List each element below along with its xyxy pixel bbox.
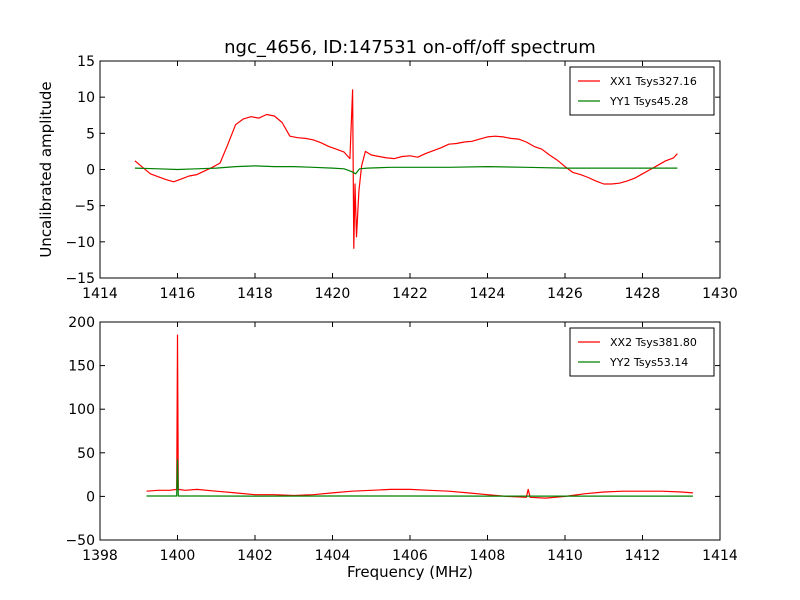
legend-label: YY2 Tsys53.14 <box>609 356 688 369</box>
x-tick-label: 1426 <box>547 286 583 302</box>
series-line-xx-2 <box>146 334 693 499</box>
y-tick-label: 10 <box>77 90 95 106</box>
legend-label: XX2 Tsys381.80 <box>610 336 697 349</box>
y-tick-label: 150 <box>68 359 95 375</box>
top-subplot: 1414 1416 1418 1420 1422 1424 1426 1428 1430 −15 −… <box>37 54 738 302</box>
y-tick-label: −10 <box>65 235 95 251</box>
series-line-yy-2 <box>146 459 693 497</box>
y-axis-title: Uncalibrated amplitude <box>37 81 55 257</box>
legend-box <box>569 66 715 116</box>
y-tick-label: −50 <box>65 533 95 549</box>
chart-title: ngc_4656, ID:147531 on-off/off spectrum <box>224 37 596 58</box>
x-tick-label: 1416 <box>160 286 196 302</box>
y-tick-label: −5 <box>74 199 95 215</box>
bottom-subplot: 1398 1400 1402 1404 1406 1408 1410 1412 1414 −50 0… <box>65 315 737 581</box>
y-tick-label: 15 <box>77 54 95 70</box>
x-tick-label: 1420 <box>315 286 351 302</box>
x-tick-label: 1428 <box>625 286 661 302</box>
y-tick-label: 0 <box>86 489 95 505</box>
legend-box <box>569 327 715 377</box>
y-tick-label: 5 <box>86 126 95 142</box>
x-tick-label: 1408 <box>470 548 506 564</box>
legend-label: XX1 Tsys327.16 <box>610 75 697 88</box>
series-line-yy-1 <box>134 165 678 175</box>
x-tick-label: 1424 <box>470 286 506 302</box>
y-tick-label: −15 <box>65 271 95 287</box>
x-tick-label: 1410 <box>547 548 583 564</box>
y-tick-label: 100 <box>68 402 95 418</box>
y-tick-label: 200 <box>68 315 95 331</box>
x-tick-label: 1398 <box>82 548 118 564</box>
x-tick-label: 1404 <box>315 548 351 564</box>
x-tick-label: 1406 <box>392 548 428 564</box>
x-tick-label: 1412 <box>625 548 661 564</box>
x-tick-label: 1430 <box>702 286 738 302</box>
x-tick-label: 1400 <box>160 548 196 564</box>
series-line-xx-1 <box>134 89 678 249</box>
x-tick-label: 1402 <box>237 548 273 564</box>
y-tick-label: 50 <box>77 446 95 462</box>
x-tick-label: 1422 <box>392 286 428 302</box>
x-axis-title: Frequency (MHz) <box>347 563 473 581</box>
x-tick-label: 1418 <box>237 286 273 302</box>
x-tick-label: 1414 <box>82 286 118 302</box>
x-tick-label: 1414 <box>702 548 738 564</box>
legend-2: XX2 Tsys381.80 YY2 Tsys53.14 <box>569 327 715 377</box>
y-tick-label: 0 <box>86 163 95 179</box>
legend-label: YY1 Tsys45.28 <box>609 95 688 108</box>
legend-1: XX1 Tsys327.16 YY1 Tsys45.28 <box>569 66 715 116</box>
